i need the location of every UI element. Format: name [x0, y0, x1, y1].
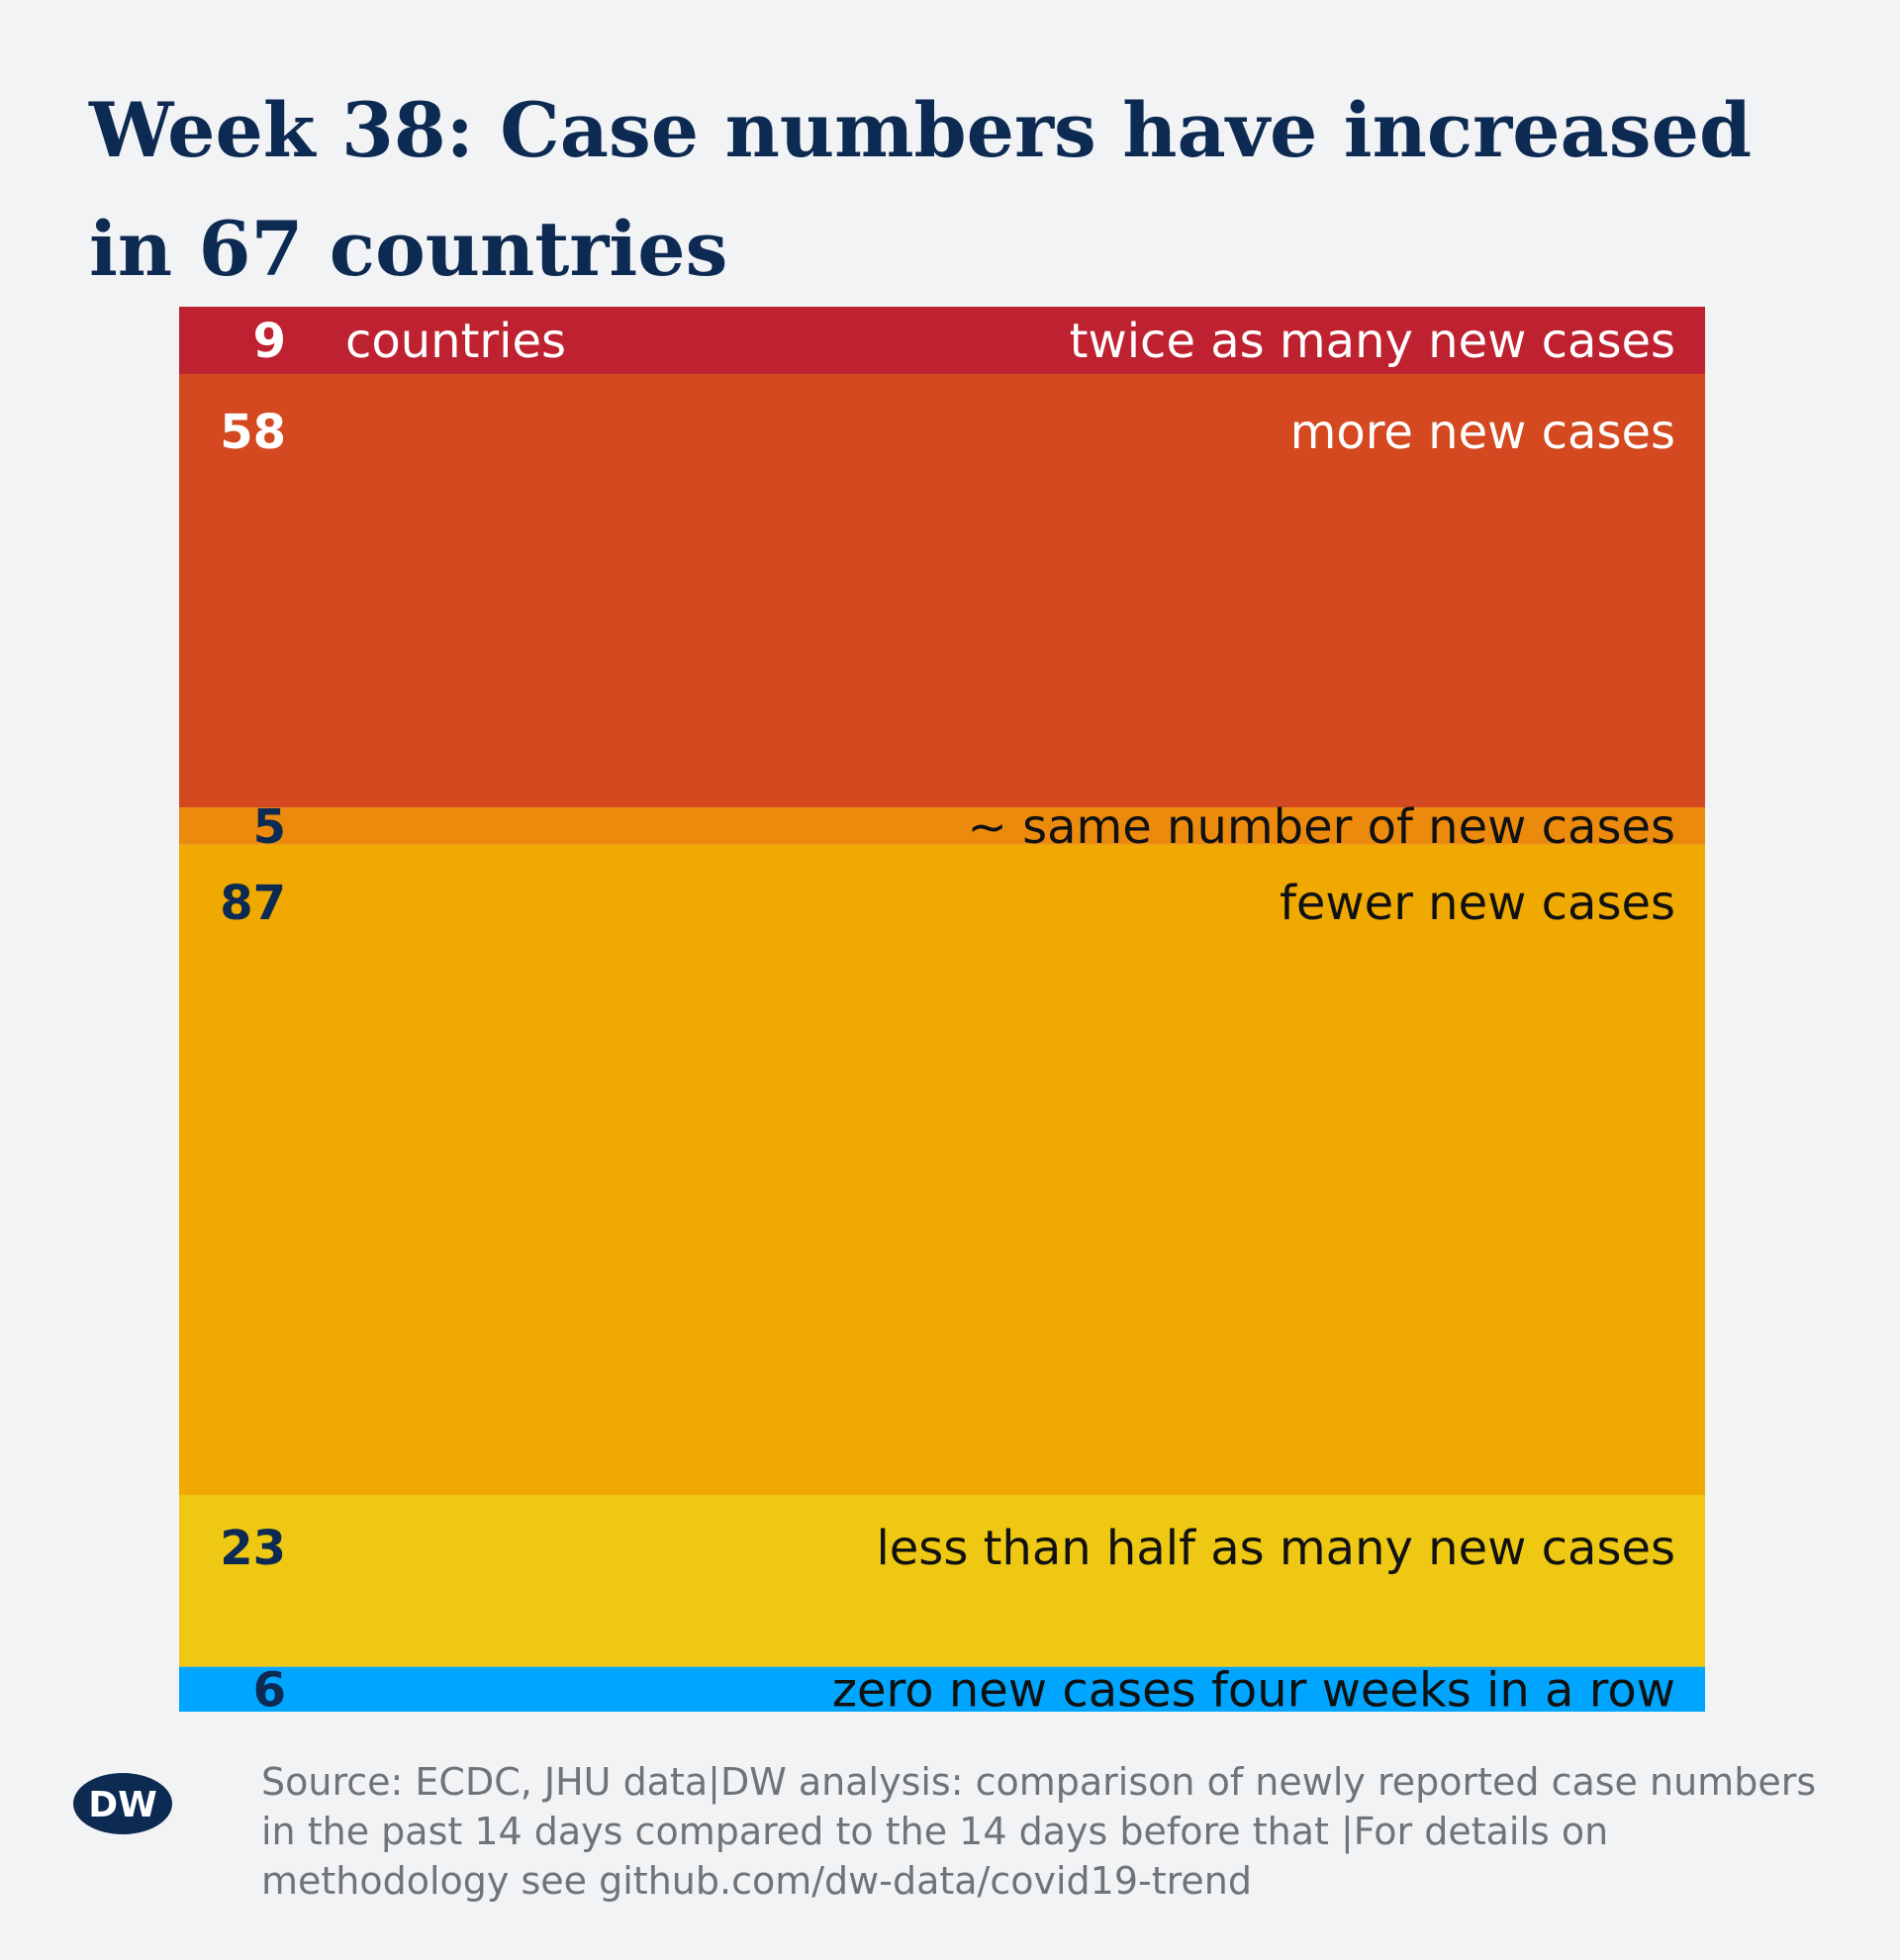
bar-segment-4 — [179, 1494, 1705, 1667]
chart-title: Week 38: Case numbers have increased in … — [89, 86, 1753, 293]
bar-segment-3 — [179, 844, 1705, 1495]
stacked-bar-chart: 9 twice as many new cases countries 58 more … — [179, 307, 1705, 1712]
segment-label-5: zero new cases four weeks in a row — [832, 1662, 1675, 1712]
bar-segment-1 — [179, 373, 1705, 808]
unit-label: countries — [345, 314, 566, 369]
segment-count-1: 58 — [220, 405, 286, 460]
dw-logo: DW — [73, 1773, 172, 1834]
segment-label-3: fewer new cases — [1280, 876, 1675, 931]
source-note: Source: ECDC, JHU data|DW analysis: comp… — [261, 1760, 1817, 1903]
segment-count-5: 6 — [253, 1662, 286, 1712]
bar-segment-5 — [179, 1666, 1705, 1712]
dw-logo-text: DW — [88, 1785, 157, 1825]
segment-count-4: 23 — [220, 1521, 286, 1576]
bar-segment-2 — [179, 807, 1705, 845]
segment-count-3: 87 — [220, 876, 286, 931]
bar-segment-0 — [179, 307, 1705, 374]
segment-label-0: twice as many new cases — [1070, 314, 1675, 369]
segment-label-1: more new cases — [1290, 405, 1675, 460]
segment-count-0: 9 — [253, 314, 286, 369]
segment-label-4: less than half as many new cases — [876, 1521, 1675, 1576]
